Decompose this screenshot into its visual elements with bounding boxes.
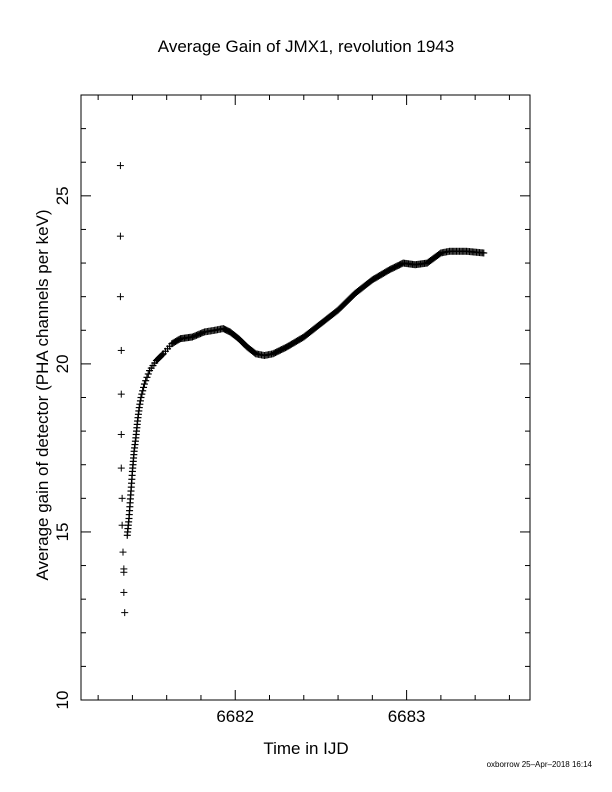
outlier-point (120, 565, 128, 573)
plot-frame (80, 94, 531, 701)
data-point (144, 370, 152, 378)
outlier-point (121, 609, 129, 617)
data-points (116, 162, 488, 617)
x-tick-label: 6682 (216, 707, 254, 726)
x-axis-ticks: 6682 6683 (97, 95, 510, 726)
data-point (139, 387, 147, 395)
data-point (138, 390, 146, 398)
y-tick-label: 15 (53, 522, 72, 541)
outlier-point (120, 588, 128, 596)
outlier-point (116, 232, 124, 240)
outlier-point (118, 521, 126, 529)
outlier-point (116, 162, 124, 170)
footer-credit: oxborrow 25–Apr–2018 16:14 (486, 760, 592, 769)
outlier-point (117, 430, 125, 438)
data-point (143, 373, 151, 381)
data-point (137, 394, 145, 401)
outlier-point (117, 346, 125, 354)
y-axis-ticks: 10 15 20 25 (53, 94, 530, 710)
x-tick-label: 6683 (388, 707, 426, 726)
x-axis-label: Time in IJD (263, 739, 349, 758)
chart-title: Average Gain of JMX1, revolution 1943 (157, 37, 455, 56)
y-tick-label: 10 (53, 691, 72, 710)
data-point (480, 249, 488, 257)
outlier-point (116, 293, 124, 301)
outlier-point (118, 494, 126, 502)
outlier-point (117, 464, 125, 472)
outlier-point (119, 548, 127, 556)
outlier-point (117, 390, 125, 398)
y-axis-label: Average gain of detector (PHA channels p… (33, 209, 52, 581)
y-tick-label: 25 (53, 186, 72, 205)
data-point (142, 377, 150, 385)
data-point (158, 351, 166, 359)
data-point (140, 383, 148, 391)
data-point (140, 380, 148, 388)
y-tick-label: 20 (53, 354, 72, 373)
